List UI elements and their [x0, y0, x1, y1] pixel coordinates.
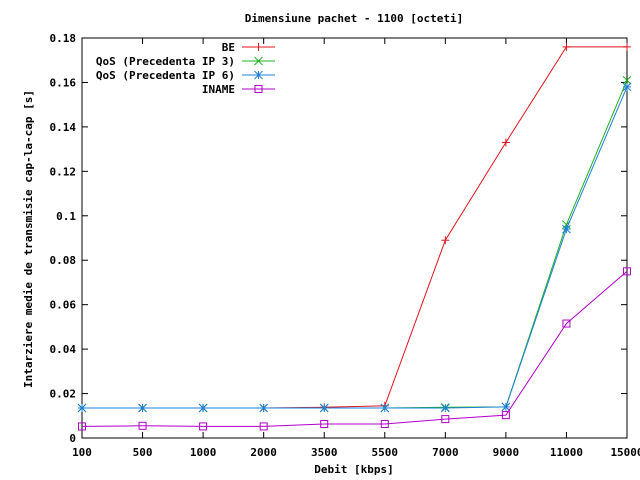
data-point [501, 402, 511, 412]
x-axis-label: Debit [kbps] [314, 463, 393, 476]
x-tick-label: 9000 [493, 446, 520, 459]
y-tick-label: 0.04 [50, 343, 77, 356]
y-tick-label: 0.18 [50, 32, 77, 45]
marker-stroke [501, 411, 510, 420]
data-point [441, 236, 450, 245]
x-tick-label: 7000 [432, 446, 459, 459]
data-point [198, 403, 208, 413]
marker-stroke [254, 70, 263, 80]
marker-stroke [623, 267, 631, 276]
series-line [82, 46, 627, 409]
x-tick-label: 3500 [311, 446, 338, 459]
y-tick-label: 0.16 [50, 76, 77, 89]
data-point [562, 224, 571, 234]
marker-stroke [320, 420, 329, 428]
data-point [380, 420, 389, 428]
y-tick-label: 0.12 [50, 165, 77, 178]
data-point [501, 411, 510, 420]
data-point [622, 75, 632, 85]
series-line [81, 270, 628, 427]
y-tick-label: 0 [69, 432, 76, 445]
marker-stroke [380, 420, 389, 428]
y-tick-label: 0.02 [50, 388, 77, 401]
chart-title: Dimensiune pachet - 1100 [octeti] [245, 12, 464, 25]
x-tick-label: 11000 [550, 446, 583, 459]
data-point [622, 82, 632, 92]
data-point [78, 422, 86, 431]
marker-stroke [77, 403, 87, 413]
data-point [254, 70, 263, 80]
series-3 [78, 267, 631, 431]
y-tick-label: 0.14 [50, 121, 77, 134]
marker-stroke [319, 403, 329, 413]
marker-stroke [254, 56, 263, 66]
marker-stroke [562, 319, 571, 328]
data-point [138, 403, 147, 413]
x-tick-label: 500 [133, 446, 153, 459]
series-line [82, 86, 628, 409]
plot-frame [81, 37, 628, 439]
y-tick-label: 0.08 [50, 254, 77, 267]
marker-stroke [199, 422, 208, 431]
marker-stroke [622, 82, 632, 92]
marker-stroke [501, 402, 511, 412]
marker-stroke [138, 403, 147, 413]
data-point [562, 319, 571, 328]
x-tick-label: 5500 [372, 446, 399, 459]
data-point [77, 403, 87, 413]
marker-stroke [259, 403, 269, 413]
marker-stroke [259, 422, 268, 431]
axis-ticks: 0 0.02 0.04 0.06 0.08 0.1 0.12 0.14 0.16 0.18 100 5… [50, 32, 640, 459]
data-point [254, 85, 263, 93]
x-tick-label: 100 [72, 446, 92, 459]
data-point [199, 422, 208, 431]
series-line [82, 80, 628, 409]
data-point [623, 267, 631, 276]
marker-stroke [441, 415, 450, 424]
y-tick-label: 0.1 [56, 210, 76, 223]
legend-label: QoS (Precedenta IP 3) [96, 55, 235, 68]
data-point [380, 403, 390, 413]
data-point [259, 422, 268, 431]
marker-stroke [78, 422, 86, 431]
legend-label: INAME [202, 83, 235, 96]
data-point [441, 415, 450, 424]
data-point [562, 42, 571, 51]
series-layer [77, 42, 632, 431]
legend-label: BE [222, 41, 235, 54]
marker-stroke [380, 403, 390, 413]
y-axis-label: Intarziere medie de transmisie cap-la-ca… [22, 90, 35, 388]
series-2 [77, 82, 632, 413]
marker-stroke [562, 224, 571, 234]
y-tick-label: 0.06 [50, 299, 77, 312]
marker-stroke [198, 403, 208, 413]
marker-stroke [254, 85, 263, 93]
data-point [623, 42, 631, 51]
data-point [138, 421, 147, 430]
x-tick-label: 15000 [610, 446, 640, 459]
marker-stroke [138, 421, 147, 430]
data-point [254, 56, 263, 66]
legend-label: QoS (Precedenta IP 6) [96, 69, 235, 82]
data-point [254, 43, 263, 51]
data-point [501, 138, 510, 147]
data-point [320, 420, 329, 428]
marker-stroke [622, 75, 632, 85]
data-point [440, 403, 450, 413]
x-tick-label: 2000 [250, 446, 277, 459]
data-point [319, 403, 329, 413]
series-1 [77, 75, 632, 413]
data-point [259, 403, 269, 413]
series-0 [78, 42, 631, 412]
x-tick-label: 1000 [190, 446, 217, 459]
marker-stroke [440, 403, 450, 413]
